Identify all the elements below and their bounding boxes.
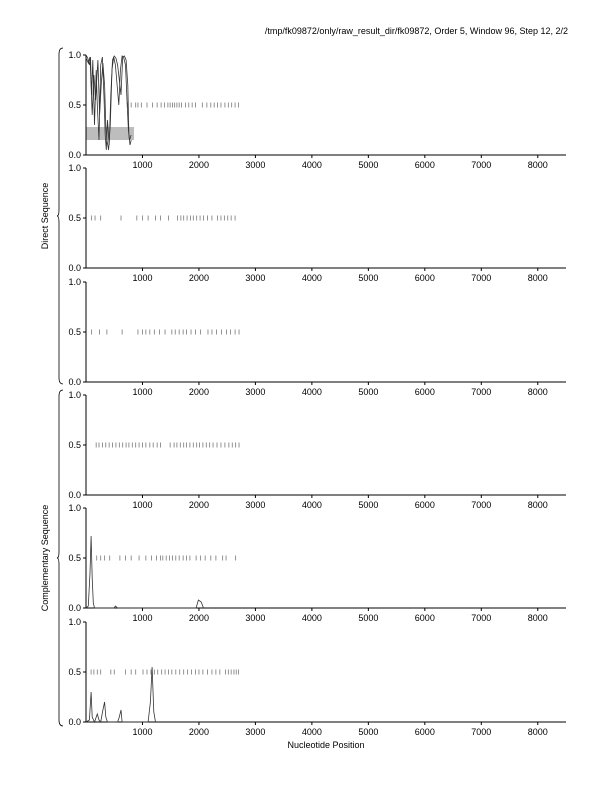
x-tick-label: 7000 <box>471 500 491 510</box>
x-tick-label: 8000 <box>528 613 548 623</box>
y-tick-label: 1.0 <box>68 390 81 400</box>
x-tick-label: 3000 <box>245 727 265 737</box>
x-tick-label: 1000 <box>132 273 152 283</box>
y-tick-label: 0.0 <box>68 377 81 387</box>
y-tick-label: 0.5 <box>68 327 81 337</box>
x-tick-label: 5000 <box>358 160 378 170</box>
x-tick-label: 8000 <box>528 727 548 737</box>
plot-panel-4: 0.0 0.5 1.0 1000 2000 3000 4000 5000 6000 7000 800… <box>68 390 566 510</box>
x-tick-label: 2000 <box>189 500 209 510</box>
x-tick-label: 6000 <box>415 613 435 623</box>
y-tick-label: 0.0 <box>68 150 81 160</box>
x-tick-label: 7000 <box>471 613 491 623</box>
x-tick-label: 3000 <box>245 160 265 170</box>
x-tick-label: 4000 <box>302 160 322 170</box>
x-tick-label: 4000 <box>302 613 322 623</box>
x-tick-label: 6000 <box>415 160 435 170</box>
x-tick-label: 4000 <box>302 387 322 397</box>
y-tick-label: 0.5 <box>68 100 81 110</box>
x-tick-label: 5000 <box>358 273 378 283</box>
y-tick-label: 1.0 <box>68 503 81 513</box>
x-tick-label: 4000 <box>302 273 322 283</box>
y-tick-label: 0.5 <box>68 667 81 677</box>
direct-sequence-label: Direct Sequence <box>40 183 50 250</box>
x-tick-label: 8000 <box>528 500 548 510</box>
y-tick-label: 0.5 <box>68 213 81 223</box>
plot-panel-1: 0.0 0.5 1.0 1000 2000 3000 4000 5000 6000 7000 800… <box>68 50 566 170</box>
y-tick-label: 0.5 <box>68 440 81 450</box>
x-tick-label: 8000 <box>528 273 548 283</box>
x-tick-label: 6000 <box>415 273 435 283</box>
x-tick-label: 4000 <box>302 500 322 510</box>
x-tick-label: 6000 <box>415 500 435 510</box>
y-tick-label: 0.0 <box>68 490 81 500</box>
x-tick-label: 1000 <box>132 613 152 623</box>
x-axis-title: Nucleotide Position <box>287 740 364 750</box>
x-tick-label: 2000 <box>189 273 209 283</box>
x-tick-label: 2000 <box>189 387 209 397</box>
y-tick-label: 0.5 <box>68 553 81 563</box>
complementary-sequence-label: Complementary Sequence <box>40 505 50 612</box>
x-tick-label: 8000 <box>528 387 548 397</box>
x-tick-label: 3000 <box>245 500 265 510</box>
y-tick-label: 1.0 <box>68 277 81 287</box>
x-tick-label: 3000 <box>245 387 265 397</box>
x-tick-label: 3000 <box>245 273 265 283</box>
x-tick-label: 3000 <box>245 613 265 623</box>
plot-panel-5: 0.0 0.5 1.0 1000 2000 3000 4000 5000 6000 7000 800… <box>68 503 566 623</box>
series-line-1 <box>85 54 132 151</box>
plot-panel-2: 0.0 0.5 1.0 1000 2000 3000 4000 5000 6000 7000 800… <box>68 163 566 283</box>
x-tick-label: 2000 <box>189 727 209 737</box>
y-tick-label: 0.0 <box>68 263 81 273</box>
plot-panel-6: 0.0 0.5 1.0 1000 2000 3000 4000 5000 6000 7000 800… <box>68 617 566 737</box>
series-line-1 <box>85 535 204 609</box>
y-tick-label: 0.0 <box>68 603 81 613</box>
direct-group-brace <box>56 47 64 385</box>
x-tick-label: 4000 <box>302 727 322 737</box>
x-tick-label: 1000 <box>132 500 152 510</box>
x-tick-label: 1000 <box>132 727 152 737</box>
x-tick-label: 5000 <box>358 727 378 737</box>
x-tick-label: 6000 <box>415 387 435 397</box>
x-tick-label: 6000 <box>415 727 435 737</box>
plot-panel-3: 0.0 0.5 1.0 1000 2000 3000 4000 5000 6000 7000 800… <box>68 277 566 397</box>
x-tick-label: 7000 <box>471 160 491 170</box>
x-tick-label: 7000 <box>471 387 491 397</box>
y-tick-label: 1.0 <box>68 617 81 627</box>
y-tick-label: 0.0 <box>68 717 81 727</box>
x-tick-label: 1000 <box>132 160 152 170</box>
series-line-1 <box>85 666 156 724</box>
y-tick-label: 1.0 <box>68 50 81 60</box>
x-tick-label: 8000 <box>528 160 548 170</box>
x-tick-label: 5000 <box>358 613 378 623</box>
x-tick-label: 5000 <box>358 387 378 397</box>
y-tick-label: 1.0 <box>68 163 81 173</box>
x-tick-label: 2000 <box>189 160 209 170</box>
series-line-2 <box>85 55 132 151</box>
complementary-group-brace <box>56 389 64 727</box>
x-tick-label: 1000 <box>132 387 152 397</box>
x-tick-label: 7000 <box>471 273 491 283</box>
x-tick-label: 2000 <box>189 613 209 623</box>
x-tick-label: 7000 <box>471 727 491 737</box>
x-tick-label: 5000 <box>358 500 378 510</box>
page-title: /tmp/fk09872/only/raw_result_dir/fk09872… <box>264 26 568 36</box>
